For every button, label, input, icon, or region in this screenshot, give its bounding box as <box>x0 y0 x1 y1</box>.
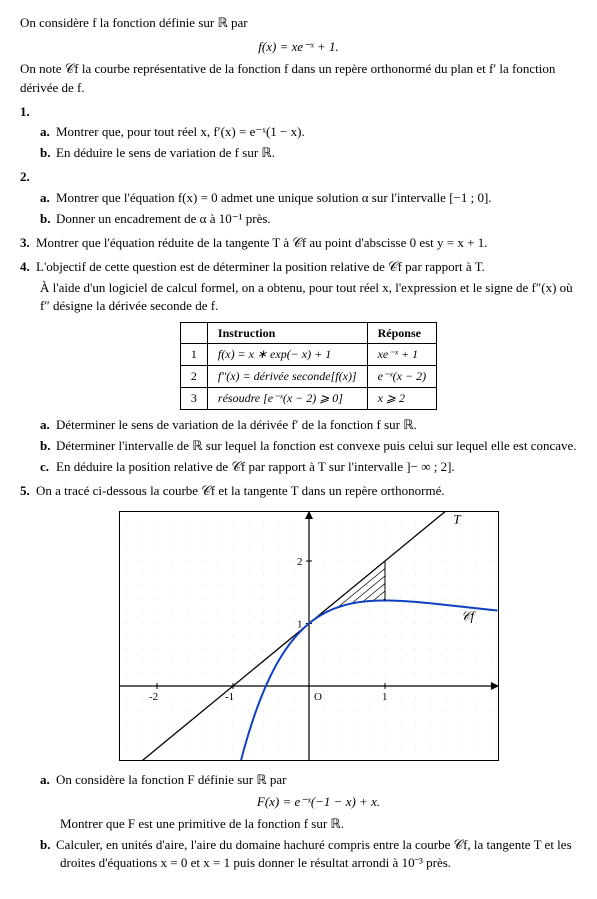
question-2: 2. a.Montrer que l'équation f(x) = 0 adm… <box>40 168 577 228</box>
q2b: b.Donner un encadrement de α à 10⁻¹ près… <box>60 210 577 228</box>
row-resp: x ⩾ 2 <box>367 388 436 410</box>
cas-table: Instruction Réponse 1 f(x) = x ∗ exp(− x… <box>180 322 437 410</box>
figure-container: -2-1112OT𝒞f <box>40 511 577 761</box>
q4c-text: En déduire la position relative de 𝒞f pa… <box>56 459 455 474</box>
row-n: 2 <box>180 366 207 388</box>
intro-text-1: On considère f la fonction définie sur ℝ… <box>20 14 577 32</box>
svg-text:1: 1 <box>382 691 388 703</box>
q5a: a.On considère la fonction F définie sur… <box>60 771 577 834</box>
q1a: a.Montrer que, pour tout réel x, f′(x) =… <box>60 123 577 141</box>
q2b-text: Donner un encadrement de α à 10⁻¹ près. <box>56 211 271 226</box>
q1a-text: Montrer que, pour tout réel x, f′(x) = e… <box>56 124 305 139</box>
row-instr: f″(x) = dérivée seconde[f(x)] <box>207 366 367 388</box>
table-row: 3 résoudre [e⁻ˣ(x − 2) ⩾ 0] x ⩾ 2 <box>180 388 436 410</box>
equation-f: f(x) = xe⁻ˣ + 1. <box>20 38 577 56</box>
svg-text:𝒞f: 𝒞f <box>461 608 476 623</box>
q5a-text2: Montrer que F est une primitive de la fo… <box>60 816 344 831</box>
svg-text:2: 2 <box>297 556 303 568</box>
q5b-text: Calculer, en unités d'aire, l'aire du do… <box>56 837 572 870</box>
row-resp: xe⁻ˣ + 1 <box>367 344 436 366</box>
intro-text-2: On note 𝒞f la courbe représentative de l… <box>20 60 577 96</box>
q1b-text: En déduire le sens de variation de f sur… <box>56 145 275 160</box>
question-5: 5.On a tracé ci-dessous la courbe 𝒞f et … <box>40 482 577 872</box>
q4b: b.Déterminer l'intervalle de ℝ sur leque… <box>60 437 577 455</box>
row-resp: e⁻ˣ(x − 2) <box>367 366 436 388</box>
q5a-text1: On considère la fonction F définie sur ℝ… <box>56 772 287 787</box>
question-4: 4.L'objectif de cette question est de dé… <box>40 258 577 476</box>
svg-text:-2: -2 <box>149 691 158 703</box>
row-instr: f(x) = x ∗ exp(− x) + 1 <box>207 344 367 366</box>
row-instr: résoudre [e⁻ˣ(x − 2) ⩾ 0] <box>207 388 367 410</box>
q5-intro: On a tracé ci-dessous la courbe 𝒞f et la… <box>36 483 445 498</box>
q4c: c.En déduire la position relative de 𝒞f … <box>60 458 577 476</box>
th-instruction: Instruction <box>207 322 367 344</box>
table-row: 1 f(x) = x ∗ exp(− x) + 1 xe⁻ˣ + 1 <box>180 344 436 366</box>
th-response: Réponse <box>367 322 436 344</box>
question-3: 3.Montrer que l'équation réduite de la t… <box>40 234 577 252</box>
table-row: 2 f″(x) = dérivée seconde[f(x)] e⁻ˣ(x − … <box>180 366 436 388</box>
q4a: a.Déterminer le sens de variation de la … <box>60 416 577 434</box>
equation-F: F(x) = e⁻ˣ(−1 − x) + x. <box>60 793 577 811</box>
q4-intro2: À l'aide d'un logiciel de calcul formel,… <box>40 279 577 315</box>
svg-text:T: T <box>453 511 461 526</box>
question-1: 1. a.Montrer que, pour tout réel x, f′(x… <box>40 103 577 163</box>
q2a: a.Montrer que l'équation f(x) = 0 admet … <box>60 189 577 207</box>
function-chart: -2-1112OT𝒞f <box>119 511 499 761</box>
svg-text:-1: -1 <box>225 691 234 703</box>
row-n: 1 <box>180 344 207 366</box>
q3-text: Montrer que l'équation réduite de la tan… <box>36 235 487 250</box>
row-n: 3 <box>180 388 207 410</box>
q4a-text: Déterminer le sens de variation de la dé… <box>56 417 417 432</box>
q2a-text: Montrer que l'équation f(x) = 0 admet un… <box>56 190 492 205</box>
q4-intro: L'objectif de cette question est de déte… <box>36 259 485 274</box>
q5b: b.Calculer, en unités d'aire, l'aire du … <box>60 836 577 872</box>
q4b-text: Déterminer l'intervalle de ℝ sur lequel … <box>56 438 577 453</box>
svg-text:O: O <box>314 691 322 703</box>
q1b: b.En déduire le sens de variation de f s… <box>60 144 577 162</box>
